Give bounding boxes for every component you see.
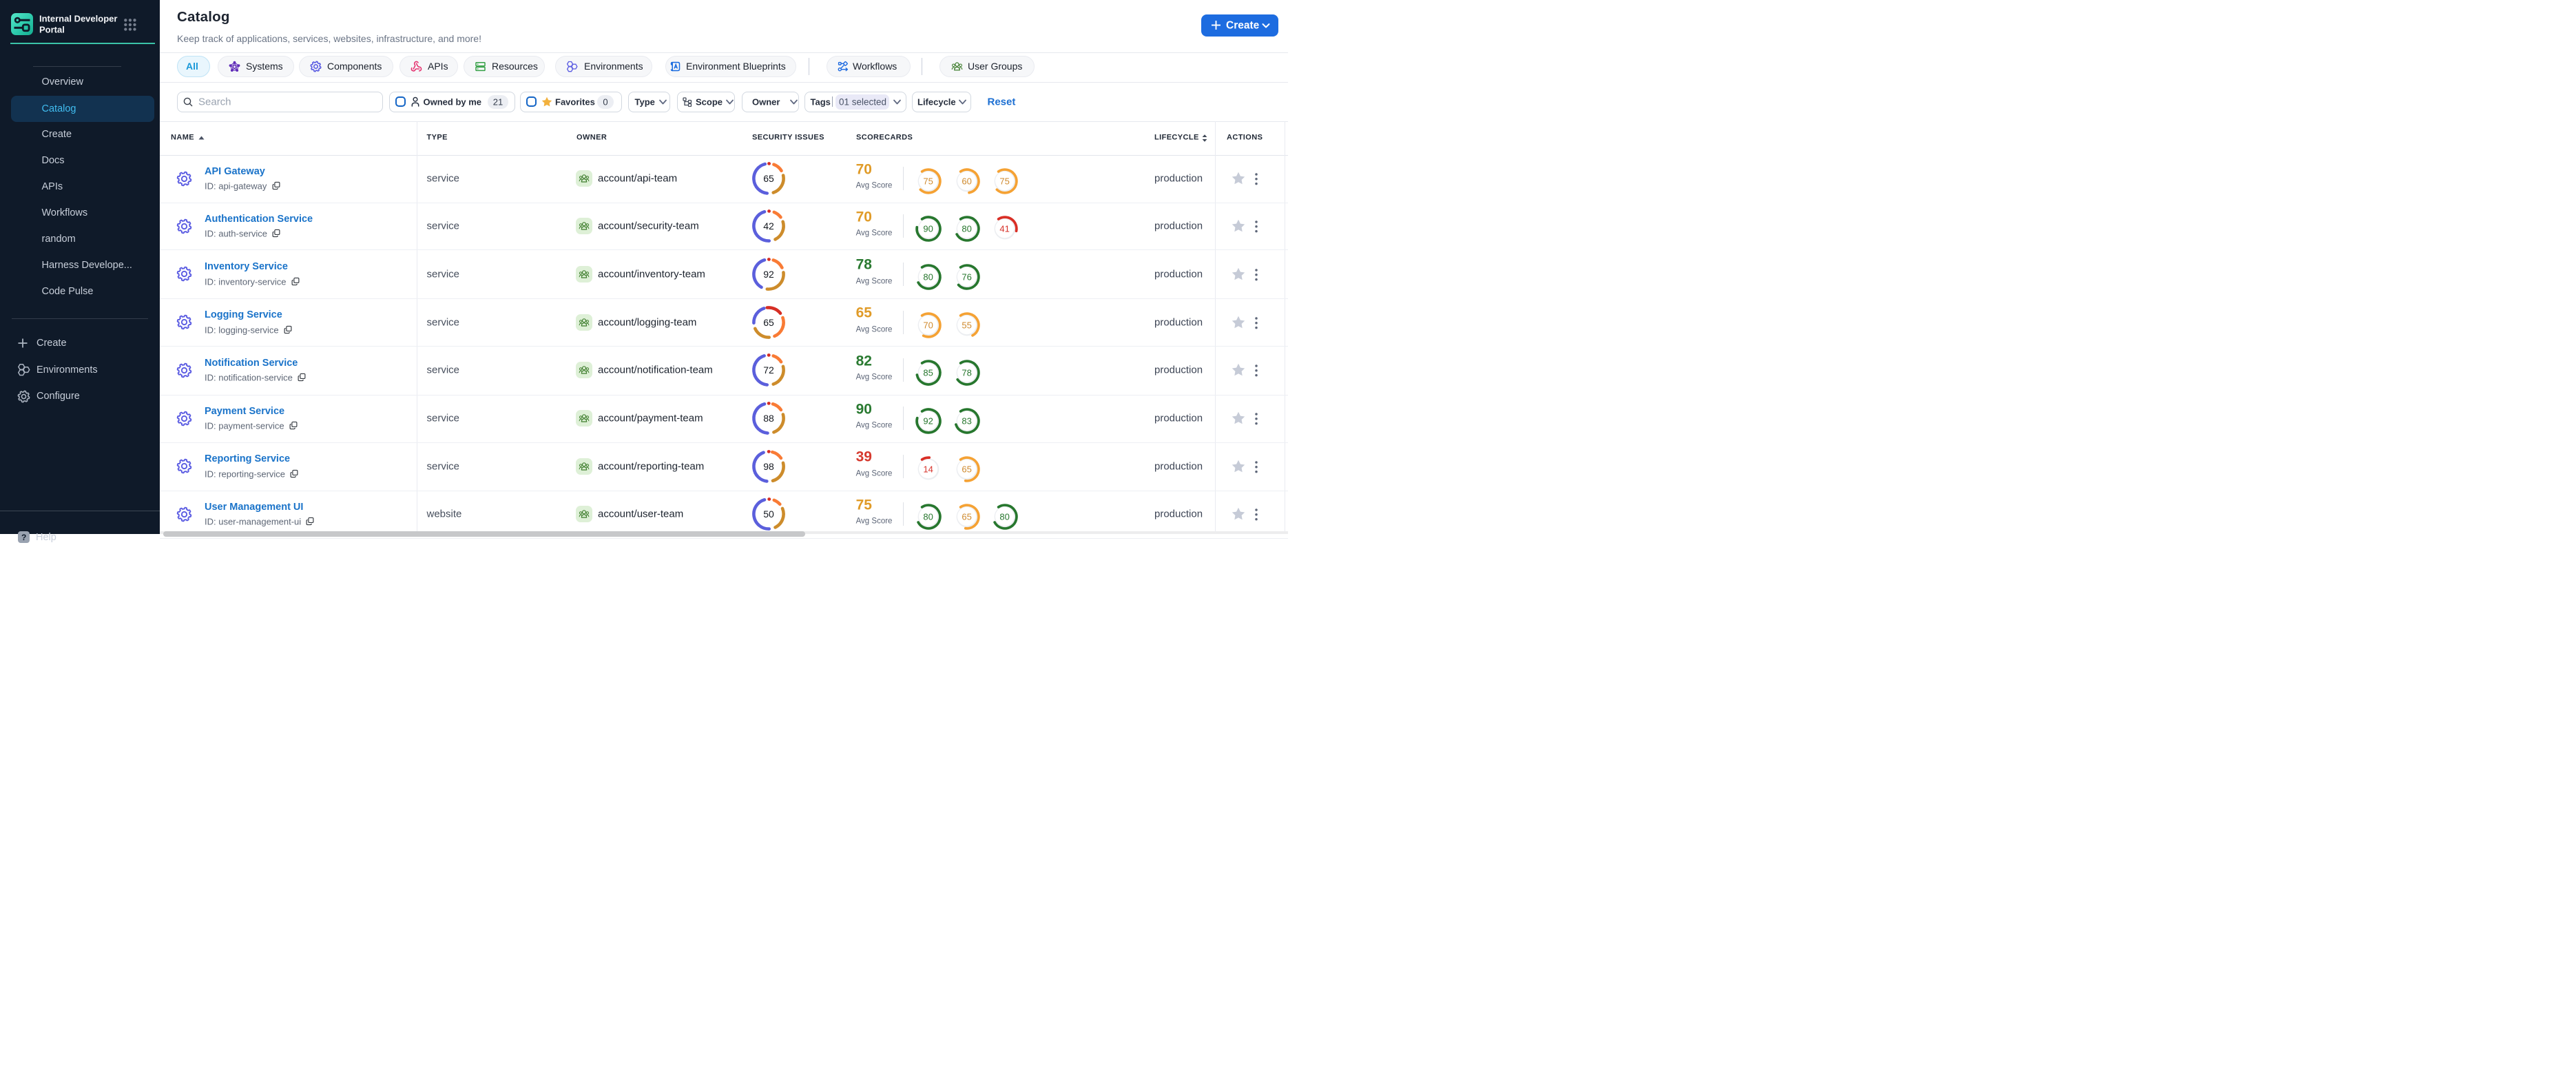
svg-text:80: 80 [923, 271, 933, 282]
svg-text:75: 75 [999, 176, 1009, 187]
svg-text:90: 90 [923, 224, 933, 234]
svg-text:14: 14 [923, 464, 933, 474]
svg-text:92: 92 [763, 269, 774, 280]
svg-text:50: 50 [763, 509, 774, 520]
svg-text:60: 60 [962, 176, 971, 187]
svg-text:41: 41 [999, 224, 1009, 234]
svg-text:70: 70 [923, 320, 933, 330]
svg-text:80: 80 [999, 512, 1009, 522]
svg-text:65: 65 [962, 512, 971, 522]
svg-text:65: 65 [763, 173, 774, 184]
svg-text:85: 85 [923, 368, 933, 378]
svg-text:92: 92 [923, 416, 933, 427]
svg-text:75: 75 [923, 176, 933, 187]
svg-text:80: 80 [923, 512, 933, 522]
svg-text:80: 80 [962, 224, 971, 234]
svg-text:76: 76 [962, 271, 971, 282]
svg-text:42: 42 [763, 220, 774, 232]
svg-text:88: 88 [763, 413, 774, 424]
svg-text:65: 65 [962, 464, 971, 474]
svg-text:83: 83 [962, 416, 971, 427]
svg-text:78: 78 [962, 368, 971, 378]
svg-text:72: 72 [763, 364, 774, 376]
svg-text:65: 65 [763, 317, 774, 328]
svg-text:98: 98 [763, 461, 774, 472]
svg-text:55: 55 [962, 320, 971, 330]
